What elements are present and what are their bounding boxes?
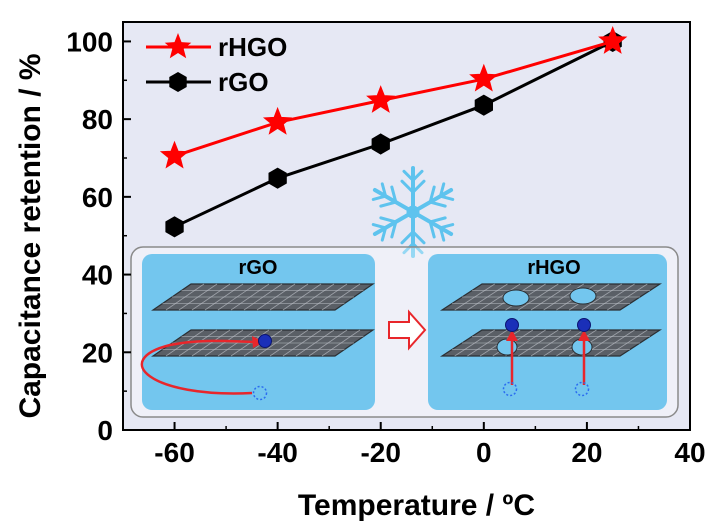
legend-label-rgo: rGO xyxy=(218,67,269,97)
transform-arrow-shape xyxy=(388,309,427,351)
data-point-rhgo xyxy=(262,106,293,135)
legend-item-rhgo: rHGO xyxy=(146,32,287,62)
ion-path-arrow xyxy=(140,339,263,395)
snowflake-arm xyxy=(371,210,415,242)
x-tick-label: -40 xyxy=(257,437,297,468)
plot-frame xyxy=(122,21,691,431)
graphene-sheet xyxy=(439,283,663,311)
snowflake-arm xyxy=(371,182,415,214)
snowflake-branch xyxy=(400,230,415,245)
x-tick-label: -20 xyxy=(360,437,400,468)
y-tick-label: 60 xyxy=(82,182,113,213)
snowflake-branch xyxy=(379,216,398,224)
snowflake-branch xyxy=(411,230,426,245)
snowflake-branch xyxy=(379,200,398,208)
snowflake-arm xyxy=(411,182,455,214)
legend-item-rgo: rGO xyxy=(146,67,269,97)
panel-rhgo-title: rHGO xyxy=(527,257,580,279)
snowflake-branch xyxy=(438,182,446,198)
graphene-hole xyxy=(571,338,593,356)
ion-dot-right xyxy=(577,318,591,332)
inset-panel-rhgo: rHGO xyxy=(428,254,667,410)
ion-path-arrowhead xyxy=(252,336,264,348)
ion-origin-ring-left xyxy=(502,381,518,397)
x-axis-title: Temperature / ºC xyxy=(298,489,535,522)
data-point-rgo xyxy=(268,167,287,189)
series-rhgo xyxy=(159,25,628,169)
x-tick-label: 0 xyxy=(476,437,492,468)
data-point-rhgo xyxy=(598,25,628,54)
ion-arrowhead-right xyxy=(578,330,590,341)
snowflake-arm-line xyxy=(372,188,415,214)
snowflake-arm xyxy=(400,166,426,214)
snowflake-branch xyxy=(380,226,388,242)
series-layer xyxy=(159,25,628,238)
snowflake-arm-line xyxy=(411,188,454,214)
ion-origin-ring-right xyxy=(574,381,590,397)
snowflake-branch xyxy=(428,200,447,208)
data-point-rhgo xyxy=(366,85,396,113)
legend-marker-rhgo xyxy=(164,33,192,59)
legend: rHGO rGO xyxy=(146,32,287,97)
y-axis-title: Capacitance retention / % xyxy=(14,53,47,418)
ion-arrowhead-left xyxy=(506,330,518,341)
inset-panel-rgo: rGO xyxy=(140,254,375,410)
snowflake-branch xyxy=(428,216,447,224)
snowflake-center xyxy=(406,205,420,219)
snowflake-branch xyxy=(438,226,446,242)
y-tick-label: 40 xyxy=(82,260,113,291)
snowflake-branch xyxy=(428,220,436,239)
legend-marker-rgo xyxy=(169,72,187,92)
snowflake-branch xyxy=(411,242,424,255)
x-tick-label: -60 xyxy=(154,437,194,468)
ion-dot xyxy=(258,334,272,348)
y-tick-label: 80 xyxy=(82,104,113,135)
graphene-sheets-rhgo xyxy=(439,283,663,357)
graphene-sheet xyxy=(151,283,375,311)
snowflake-branch xyxy=(438,194,455,201)
graphene-hole xyxy=(569,287,597,305)
panel-rgo-title: rGO xyxy=(239,257,278,279)
snowflake-arm xyxy=(400,210,426,258)
axes: -60 -40 -20 0 20 40 0 20 40 60 80 100 xyxy=(66,21,706,468)
snowflake-branch xyxy=(380,182,388,198)
snowflake-arm-line xyxy=(372,210,415,236)
y-tick-label: 0 xyxy=(97,415,113,446)
snowflake-arm-line xyxy=(411,210,454,236)
snowflake-branch xyxy=(411,169,424,182)
snowflake-branch xyxy=(438,223,455,230)
ion-origin-ring xyxy=(252,385,268,401)
x-tick-label: 20 xyxy=(571,437,602,468)
snowflake-branch xyxy=(402,169,415,182)
snowflake-branch xyxy=(371,194,388,201)
snowflake-branch xyxy=(390,185,398,204)
graphene-hole xyxy=(496,338,518,356)
data-point-rgo xyxy=(474,94,493,116)
x-tick-label: 40 xyxy=(674,437,705,468)
inset-schematic: rGO rHGO xyxy=(130,246,679,418)
data-point-rhgo xyxy=(159,140,190,169)
snowflake-branch xyxy=(411,179,426,194)
snowflake-branch xyxy=(428,185,436,204)
ion-dot-left xyxy=(505,318,519,332)
data-point-rgo xyxy=(371,133,390,155)
graphene-sheet xyxy=(439,329,663,357)
graphene-hole xyxy=(502,289,530,307)
snowflake-branch xyxy=(390,220,398,239)
snowflake-icon xyxy=(371,166,455,258)
data-point-rgo xyxy=(165,216,184,238)
snowflake-branch xyxy=(371,223,388,230)
snowflake-branch xyxy=(402,242,415,255)
legend-label-rhgo: rHGO xyxy=(218,32,287,62)
y-tick-label: 100 xyxy=(66,26,113,57)
snowflake-branch xyxy=(400,179,415,194)
y-tick-label: 20 xyxy=(82,337,113,368)
snowflake-arm xyxy=(411,210,455,242)
data-point-rhgo xyxy=(469,63,499,92)
transform-arrow xyxy=(388,309,427,351)
